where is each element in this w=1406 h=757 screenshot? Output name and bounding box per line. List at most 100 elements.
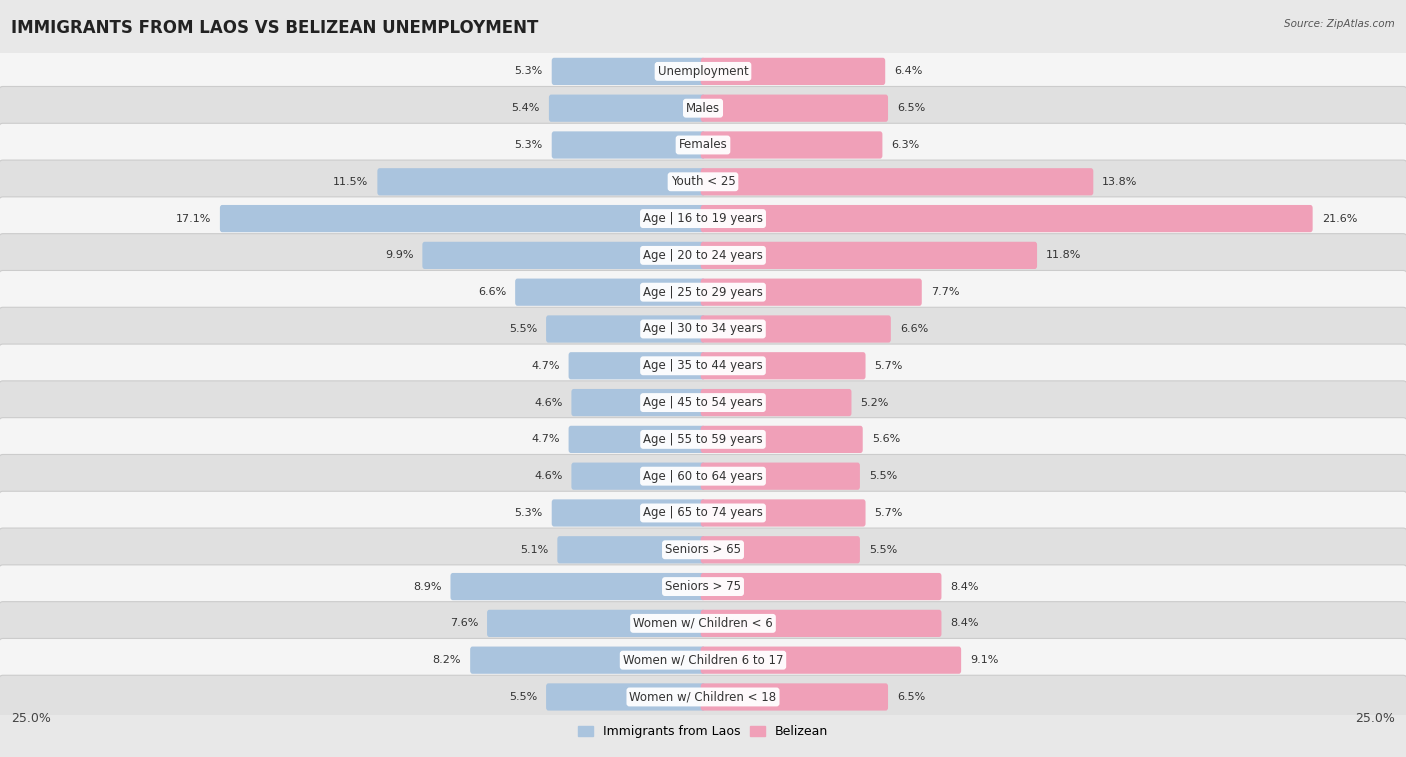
Text: Seniors > 75: Seniors > 75 bbox=[665, 580, 741, 593]
Text: Females: Females bbox=[679, 139, 727, 151]
Text: 6.5%: 6.5% bbox=[897, 692, 925, 702]
Text: Seniors > 65: Seniors > 65 bbox=[665, 544, 741, 556]
Text: 11.8%: 11.8% bbox=[1046, 251, 1081, 260]
FancyBboxPatch shape bbox=[551, 500, 706, 527]
Text: 6.5%: 6.5% bbox=[897, 103, 925, 114]
Text: 8.4%: 8.4% bbox=[950, 618, 979, 628]
FancyBboxPatch shape bbox=[0, 270, 1406, 314]
Text: 6.4%: 6.4% bbox=[894, 67, 922, 76]
Text: Age | 20 to 24 years: Age | 20 to 24 years bbox=[643, 249, 763, 262]
FancyBboxPatch shape bbox=[546, 316, 706, 343]
Text: 25.0%: 25.0% bbox=[11, 712, 51, 724]
Text: 5.3%: 5.3% bbox=[515, 508, 543, 518]
Text: Age | 65 to 74 years: Age | 65 to 74 years bbox=[643, 506, 763, 519]
FancyBboxPatch shape bbox=[700, 646, 962, 674]
Text: 25.0%: 25.0% bbox=[1355, 712, 1395, 724]
FancyBboxPatch shape bbox=[0, 675, 1406, 718]
FancyBboxPatch shape bbox=[700, 389, 852, 416]
Text: Age | 30 to 34 years: Age | 30 to 34 years bbox=[643, 322, 763, 335]
Text: 5.5%: 5.5% bbox=[509, 692, 537, 702]
FancyBboxPatch shape bbox=[551, 132, 706, 159]
Text: 21.6%: 21.6% bbox=[1322, 213, 1357, 223]
FancyBboxPatch shape bbox=[0, 454, 1406, 498]
FancyBboxPatch shape bbox=[0, 234, 1406, 277]
FancyBboxPatch shape bbox=[700, 58, 886, 85]
FancyBboxPatch shape bbox=[0, 86, 1406, 130]
Text: 6.3%: 6.3% bbox=[891, 140, 920, 150]
FancyBboxPatch shape bbox=[0, 491, 1406, 534]
FancyBboxPatch shape bbox=[700, 241, 1038, 269]
Text: 7.6%: 7.6% bbox=[450, 618, 478, 628]
Legend: Immigrants from Laos, Belizean: Immigrants from Laos, Belizean bbox=[572, 720, 834, 743]
FancyBboxPatch shape bbox=[0, 50, 1406, 93]
FancyBboxPatch shape bbox=[0, 160, 1406, 204]
FancyBboxPatch shape bbox=[0, 638, 1406, 682]
FancyBboxPatch shape bbox=[571, 463, 706, 490]
FancyBboxPatch shape bbox=[568, 352, 706, 379]
Text: Women w/ Children < 6: Women w/ Children < 6 bbox=[633, 617, 773, 630]
Text: 5.5%: 5.5% bbox=[509, 324, 537, 334]
FancyBboxPatch shape bbox=[515, 279, 706, 306]
Text: Unemployment: Unemployment bbox=[658, 65, 748, 78]
Text: 5.3%: 5.3% bbox=[515, 67, 543, 76]
Text: 5.5%: 5.5% bbox=[869, 545, 897, 555]
FancyBboxPatch shape bbox=[546, 684, 706, 711]
Text: 5.5%: 5.5% bbox=[869, 471, 897, 481]
FancyBboxPatch shape bbox=[0, 123, 1406, 167]
Text: 6.6%: 6.6% bbox=[478, 287, 506, 298]
Text: 4.6%: 4.6% bbox=[534, 471, 562, 481]
Text: 5.4%: 5.4% bbox=[512, 103, 540, 114]
Text: Age | 16 to 19 years: Age | 16 to 19 years bbox=[643, 212, 763, 225]
FancyBboxPatch shape bbox=[0, 602, 1406, 645]
FancyBboxPatch shape bbox=[0, 528, 1406, 572]
FancyBboxPatch shape bbox=[377, 168, 706, 195]
Text: 4.6%: 4.6% bbox=[534, 397, 562, 407]
FancyBboxPatch shape bbox=[700, 425, 863, 453]
FancyBboxPatch shape bbox=[470, 646, 706, 674]
FancyBboxPatch shape bbox=[700, 500, 866, 527]
Text: 7.7%: 7.7% bbox=[931, 287, 959, 298]
Text: Males: Males bbox=[686, 101, 720, 115]
FancyBboxPatch shape bbox=[450, 573, 706, 600]
Text: 5.7%: 5.7% bbox=[875, 508, 903, 518]
FancyBboxPatch shape bbox=[486, 609, 706, 637]
Text: 8.2%: 8.2% bbox=[433, 655, 461, 665]
Text: 5.3%: 5.3% bbox=[515, 140, 543, 150]
FancyBboxPatch shape bbox=[422, 241, 706, 269]
FancyBboxPatch shape bbox=[700, 316, 891, 343]
FancyBboxPatch shape bbox=[557, 536, 706, 563]
FancyBboxPatch shape bbox=[700, 132, 883, 159]
Text: 5.6%: 5.6% bbox=[872, 435, 900, 444]
Text: Source: ZipAtlas.com: Source: ZipAtlas.com bbox=[1284, 19, 1395, 29]
Text: Age | 35 to 44 years: Age | 35 to 44 years bbox=[643, 360, 763, 372]
Text: 4.7%: 4.7% bbox=[531, 361, 560, 371]
FancyBboxPatch shape bbox=[700, 279, 922, 306]
FancyBboxPatch shape bbox=[0, 197, 1406, 240]
FancyBboxPatch shape bbox=[700, 573, 942, 600]
FancyBboxPatch shape bbox=[0, 418, 1406, 461]
Text: 8.4%: 8.4% bbox=[950, 581, 979, 591]
Text: Women w/ Children 6 to 17: Women w/ Children 6 to 17 bbox=[623, 653, 783, 667]
FancyBboxPatch shape bbox=[700, 609, 942, 637]
FancyBboxPatch shape bbox=[548, 95, 706, 122]
Text: 9.1%: 9.1% bbox=[970, 655, 998, 665]
Text: Age | 55 to 59 years: Age | 55 to 59 years bbox=[643, 433, 763, 446]
FancyBboxPatch shape bbox=[571, 389, 706, 416]
Text: 8.9%: 8.9% bbox=[413, 581, 441, 591]
FancyBboxPatch shape bbox=[0, 381, 1406, 424]
FancyBboxPatch shape bbox=[0, 307, 1406, 350]
Text: 4.7%: 4.7% bbox=[531, 435, 560, 444]
Text: IMMIGRANTS FROM LAOS VS BELIZEAN UNEMPLOYMENT: IMMIGRANTS FROM LAOS VS BELIZEAN UNEMPLO… bbox=[11, 19, 538, 37]
Text: 6.6%: 6.6% bbox=[900, 324, 928, 334]
FancyBboxPatch shape bbox=[700, 463, 860, 490]
FancyBboxPatch shape bbox=[0, 344, 1406, 388]
FancyBboxPatch shape bbox=[551, 58, 706, 85]
FancyBboxPatch shape bbox=[700, 536, 860, 563]
FancyBboxPatch shape bbox=[700, 205, 1313, 232]
FancyBboxPatch shape bbox=[219, 205, 706, 232]
Text: 9.9%: 9.9% bbox=[385, 251, 413, 260]
FancyBboxPatch shape bbox=[568, 425, 706, 453]
Text: Youth < 25: Youth < 25 bbox=[671, 176, 735, 188]
FancyBboxPatch shape bbox=[0, 565, 1406, 609]
Text: Age | 25 to 29 years: Age | 25 to 29 years bbox=[643, 285, 763, 299]
